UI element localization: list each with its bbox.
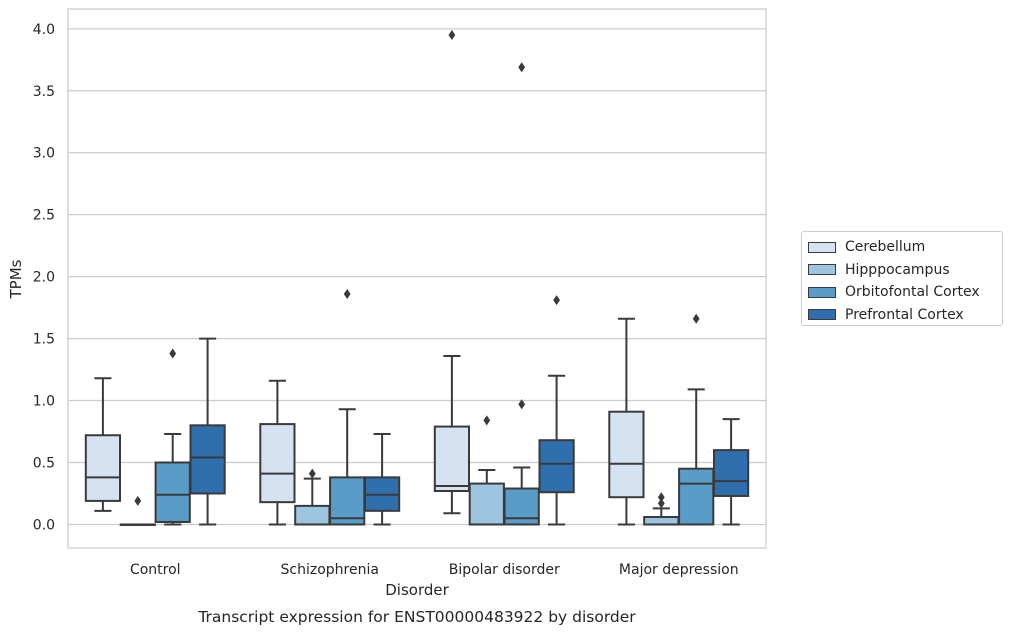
box: [294, 504, 331, 526]
box-group: [294, 468, 331, 526]
legend-label-hippocampus: Hipppocampus: [845, 261, 950, 278]
box: [643, 516, 680, 526]
outlier-point: [657, 498, 665, 509]
legend-item-orbitofrontal-cortex: Orbitofontal Cortex: [808, 281, 1002, 304]
outlier-point: [308, 468, 316, 479]
y-tick-label: 0.0: [33, 517, 55, 533]
y-tick-label: 1.0: [33, 394, 55, 410]
y-axis-label: TPMs: [7, 259, 25, 299]
box: [259, 423, 296, 504]
x-axis-label: Disorder: [385, 581, 449, 599]
y-tick-label: 0.5: [33, 456, 55, 472]
outlier-point: [169, 348, 177, 359]
outlier-point: [692, 313, 700, 324]
box-group: [503, 62, 540, 526]
box: [678, 467, 715, 526]
x-tick-label: Control: [130, 562, 181, 578]
box: [189, 424, 226, 495]
box-group: [189, 337, 226, 526]
box: [538, 439, 575, 494]
legend: Cerebellum Hipppocampus Orbitofontal Cor…: [801, 231, 1003, 326]
legend-label-prefrontal-cortex: Prefrontal Cortex: [845, 306, 964, 323]
legend-swatch-hippocampus: [808, 264, 836, 276]
outlier-point: [518, 399, 526, 410]
legend-swatch-prefrontal-cortex: [808, 309, 836, 321]
chart-title: Transcript expression for ENST0000048392…: [197, 608, 636, 626]
box: [712, 449, 750, 497]
box-group: [468, 415, 505, 526]
outlier-point: [657, 492, 665, 503]
box: [84, 434, 122, 502]
y-tick-label: 3.5: [33, 84, 55, 100]
box: [433, 425, 471, 493]
outlier-point: [134, 495, 142, 506]
box-group: [433, 30, 471, 515]
y-tick-label: 3.0: [33, 146, 55, 162]
legend-label-cerebellum: Cerebellum: [845, 239, 926, 256]
box: [468, 482, 505, 526]
outlier-point: [518, 62, 526, 73]
outlier-point: [448, 30, 456, 41]
box: [608, 410, 645, 499]
legend-item-cerebellum: Cerebellum: [808, 236, 1002, 259]
box: [329, 476, 366, 526]
x-tick-label: Schizophrenia: [281, 562, 379, 578]
x-tick-label: Major depression: [619, 562, 739, 578]
legend-item-hippocampus: Hipppocampus: [808, 259, 1002, 282]
y-tick-label: 4.0: [33, 22, 55, 38]
box-plots: [84, 30, 750, 526]
box-group: [678, 313, 715, 526]
y-axis-ticks: 0.0 0.5 1.0 1.5 2.0 2.5 3.0 3.5 4.0: [33, 22, 55, 534]
box-group: [259, 379, 296, 526]
box-group: [84, 377, 122, 512]
outlier-point: [483, 415, 491, 426]
outlier-point: [343, 288, 351, 299]
box-group: [712, 418, 750, 526]
box: [154, 461, 191, 523]
x-tick-label: Bipolar disorder: [449, 562, 560, 578]
plot-area-frame: [67, 8, 767, 549]
box-group: [608, 317, 645, 526]
box-group: [643, 492, 680, 526]
legend-swatch-cerebellum: [808, 241, 836, 253]
outlier-point: [553, 295, 560, 306]
y-tick-label: 2.0: [33, 270, 55, 286]
box-group: [154, 348, 191, 526]
x-axis-ticks: Control Schizophrenia Bipolar disorder Majo…: [130, 562, 739, 578]
box-group: [363, 433, 401, 526]
y-tick-label: 1.5: [33, 332, 55, 348]
box-group: [119, 495, 156, 526]
box-group: [538, 295, 575, 526]
box-group: [329, 288, 366, 526]
legend-label-orbitofrontal-cortex: Orbitofontal Cortex: [845, 284, 980, 301]
legend-swatch-orbitofrontal-cortex: [808, 286, 836, 298]
legend-item-prefrontal-cortex: Prefrontal Cortex: [808, 304, 1002, 327]
y-tick-label: 2.5: [33, 208, 55, 224]
